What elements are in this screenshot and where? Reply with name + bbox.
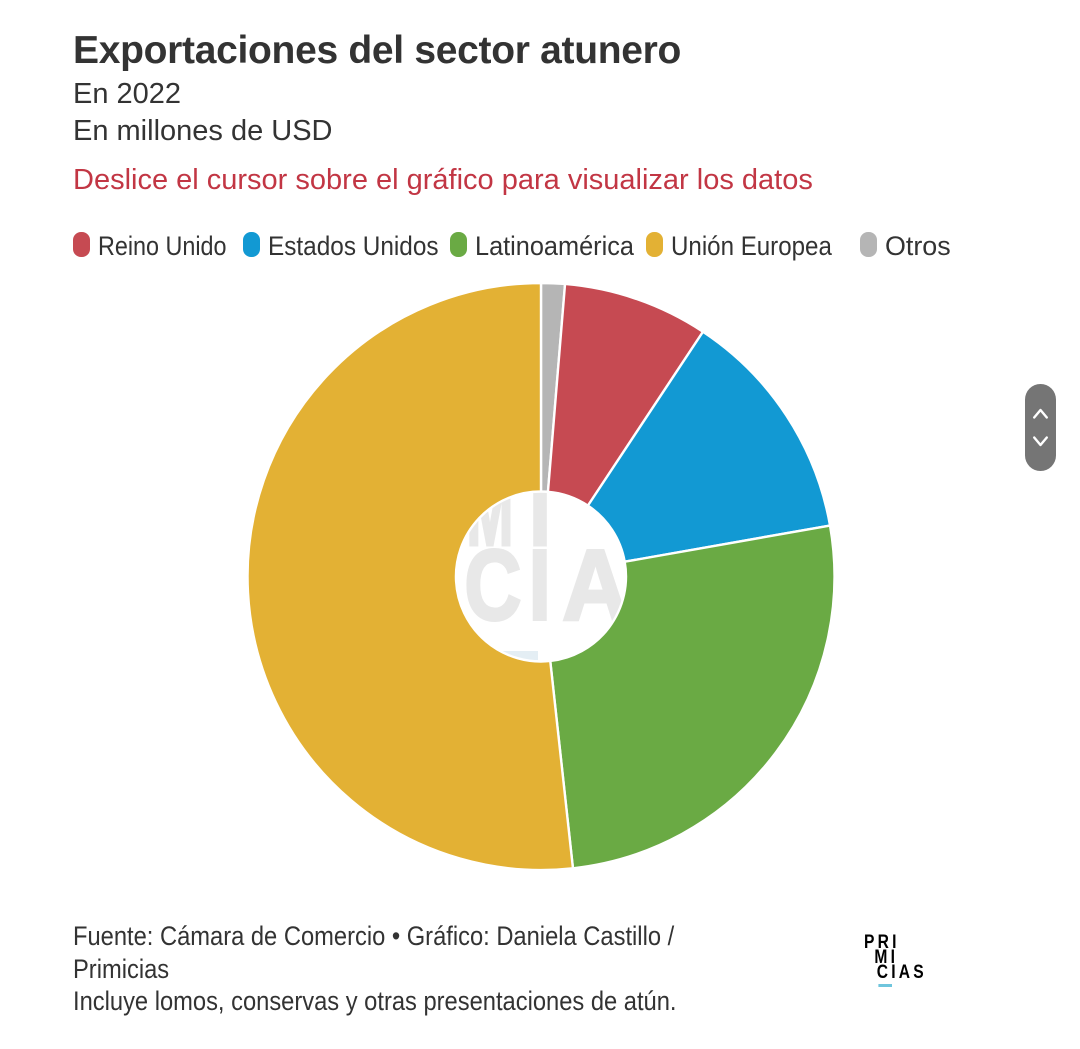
svg-text:I: I bbox=[529, 530, 551, 642]
svg-text:C: C bbox=[464, 530, 521, 642]
